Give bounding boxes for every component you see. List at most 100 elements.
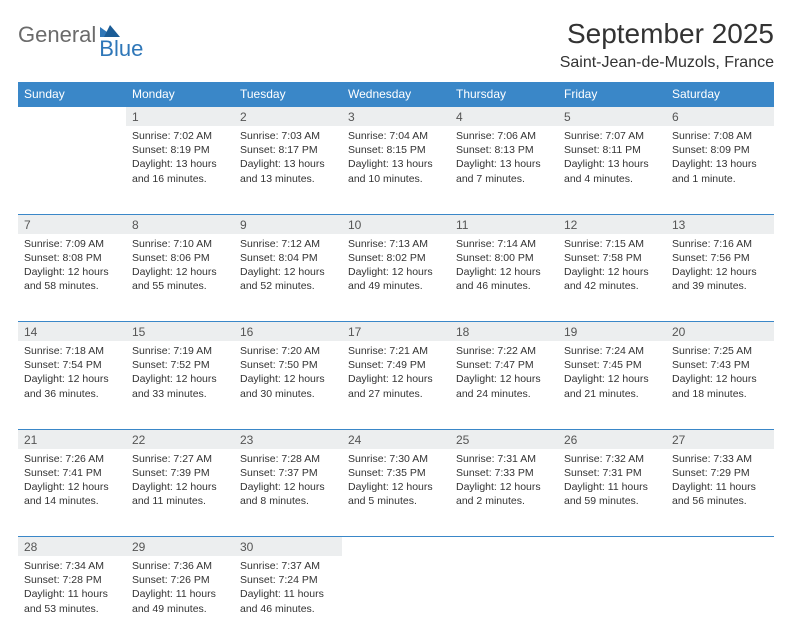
daylight-line: Daylight: 13 hours and 16 minutes. — [132, 157, 228, 185]
sunset-line: Sunset: 8:02 PM — [348, 251, 444, 265]
daylight-line: Daylight: 12 hours and 18 minutes. — [672, 372, 768, 400]
daylight-line: Daylight: 11 hours and 46 minutes. — [240, 587, 336, 615]
sunrise-line: Sunrise: 7:10 AM — [132, 237, 228, 251]
day-number-cell: 19 — [558, 322, 666, 342]
day-number-cell: 5 — [558, 107, 666, 127]
day-content-row: Sunrise: 7:18 AMSunset: 7:54 PMDaylight:… — [18, 341, 774, 429]
sunrise-line: Sunrise: 7:24 AM — [564, 344, 660, 358]
day-content-cell — [342, 556, 450, 644]
day-content-cell — [450, 556, 558, 644]
day-content-cell: Sunrise: 7:07 AMSunset: 8:11 PMDaylight:… — [558, 126, 666, 214]
day-number-cell: 20 — [666, 322, 774, 342]
day-number-cell — [450, 537, 558, 557]
sunset-line: Sunset: 7:45 PM — [564, 358, 660, 372]
sunrise-line: Sunrise: 7:04 AM — [348, 129, 444, 143]
day-content-cell: Sunrise: 7:34 AMSunset: 7:28 PMDaylight:… — [18, 556, 126, 644]
sunrise-line: Sunrise: 7:22 AM — [456, 344, 552, 358]
day-content-cell — [666, 556, 774, 644]
sunset-line: Sunset: 7:52 PM — [132, 358, 228, 372]
day-content-cell: Sunrise: 7:25 AMSunset: 7:43 PMDaylight:… — [666, 341, 774, 429]
daylight-line: Daylight: 11 hours and 56 minutes. — [672, 480, 768, 508]
sunset-line: Sunset: 8:15 PM — [348, 143, 444, 157]
day-content-cell: Sunrise: 7:03 AMSunset: 8:17 PMDaylight:… — [234, 126, 342, 214]
sunrise-line: Sunrise: 7:12 AM — [240, 237, 336, 251]
daylight-line: Daylight: 12 hours and 42 minutes. — [564, 265, 660, 293]
day-number-cell: 15 — [126, 322, 234, 342]
day-number-cell — [558, 537, 666, 557]
day-content-cell: Sunrise: 7:09 AMSunset: 8:08 PMDaylight:… — [18, 234, 126, 322]
sunset-line: Sunset: 8:08 PM — [24, 251, 120, 265]
day-number-cell: 29 — [126, 537, 234, 557]
logo-text-general: General — [18, 22, 96, 48]
sunset-line: Sunset: 7:35 PM — [348, 466, 444, 480]
daylight-line: Daylight: 12 hours and 5 minutes. — [348, 480, 444, 508]
daylight-line: Daylight: 12 hours and 30 minutes. — [240, 372, 336, 400]
sunset-line: Sunset: 7:28 PM — [24, 573, 120, 587]
day-number-cell — [342, 537, 450, 557]
daylight-line: Daylight: 12 hours and 2 minutes. — [456, 480, 552, 508]
calendar-table: SundayMondayTuesdayWednesdayThursdayFrid… — [18, 82, 774, 644]
day-content-cell: Sunrise: 7:04 AMSunset: 8:15 PMDaylight:… — [342, 126, 450, 214]
daylight-line: Daylight: 12 hours and 55 minutes. — [132, 265, 228, 293]
day-number-cell: 18 — [450, 322, 558, 342]
daylight-line: Daylight: 12 hours and 8 minutes. — [240, 480, 336, 508]
daylight-line: Daylight: 12 hours and 33 minutes. — [132, 372, 228, 400]
day-content-cell: Sunrise: 7:18 AMSunset: 7:54 PMDaylight:… — [18, 341, 126, 429]
sunset-line: Sunset: 7:47 PM — [456, 358, 552, 372]
sunrise-line: Sunrise: 7:21 AM — [348, 344, 444, 358]
day-number-cell: 23 — [234, 429, 342, 449]
day-number-cell: 21 — [18, 429, 126, 449]
sunrise-line: Sunrise: 7:15 AM — [564, 237, 660, 251]
sunset-line: Sunset: 7:43 PM — [672, 358, 768, 372]
sunrise-line: Sunrise: 7:02 AM — [132, 129, 228, 143]
sunrise-line: Sunrise: 7:33 AM — [672, 452, 768, 466]
day-number-cell: 6 — [666, 107, 774, 127]
day-content-cell: Sunrise: 7:10 AMSunset: 8:06 PMDaylight:… — [126, 234, 234, 322]
sunrise-line: Sunrise: 7:20 AM — [240, 344, 336, 358]
daylight-line: Daylight: 12 hours and 58 minutes. — [24, 265, 120, 293]
day-number-cell — [18, 107, 126, 127]
day-content-cell: Sunrise: 7:37 AMSunset: 7:24 PMDaylight:… — [234, 556, 342, 644]
location: Saint-Jean-de-Muzols, France — [560, 54, 774, 72]
daylight-line: Daylight: 11 hours and 59 minutes. — [564, 480, 660, 508]
sunset-line: Sunset: 7:29 PM — [672, 466, 768, 480]
sunrise-line: Sunrise: 7:28 AM — [240, 452, 336, 466]
sunrise-line: Sunrise: 7:36 AM — [132, 559, 228, 573]
day-content-cell: Sunrise: 7:12 AMSunset: 8:04 PMDaylight:… — [234, 234, 342, 322]
sunset-line: Sunset: 8:00 PM — [456, 251, 552, 265]
sunset-line: Sunset: 7:41 PM — [24, 466, 120, 480]
sunrise-line: Sunrise: 7:26 AM — [24, 452, 120, 466]
daylight-line: Daylight: 11 hours and 49 minutes. — [132, 587, 228, 615]
day-number-cell: 11 — [450, 214, 558, 234]
day-content-cell: Sunrise: 7:06 AMSunset: 8:13 PMDaylight:… — [450, 126, 558, 214]
sunset-line: Sunset: 7:33 PM — [456, 466, 552, 480]
day-number-cell: 8 — [126, 214, 234, 234]
weekday-header-cell: Thursday — [450, 82, 558, 107]
day-content-cell: Sunrise: 7:15 AMSunset: 7:58 PMDaylight:… — [558, 234, 666, 322]
sunrise-line: Sunrise: 7:03 AM — [240, 129, 336, 143]
sunset-line: Sunset: 8:06 PM — [132, 251, 228, 265]
sunset-line: Sunset: 8:04 PM — [240, 251, 336, 265]
day-content-cell: Sunrise: 7:31 AMSunset: 7:33 PMDaylight:… — [450, 449, 558, 537]
daylight-line: Daylight: 12 hours and 46 minutes. — [456, 265, 552, 293]
weekday-header-cell: Saturday — [666, 82, 774, 107]
day-number-row: 14151617181920 — [18, 322, 774, 342]
day-content-cell: Sunrise: 7:21 AMSunset: 7:49 PMDaylight:… — [342, 341, 450, 429]
day-number-cell — [666, 537, 774, 557]
sunset-line: Sunset: 7:37 PM — [240, 466, 336, 480]
daylight-line: Daylight: 12 hours and 52 minutes. — [240, 265, 336, 293]
day-number-cell: 22 — [126, 429, 234, 449]
daylight-line: Daylight: 13 hours and 13 minutes. — [240, 157, 336, 185]
sunrise-line: Sunrise: 7:13 AM — [348, 237, 444, 251]
day-content-row: Sunrise: 7:26 AMSunset: 7:41 PM Daylight:… — [18, 449, 774, 537]
daylight-line: Daylight: 13 hours and 7 minutes. — [456, 157, 552, 185]
day-number-row: 78910111213 — [18, 214, 774, 234]
sunset-line: Sunset: 7:24 PM — [240, 573, 336, 587]
day-number-cell: 4 — [450, 107, 558, 127]
sunset-line: Sunset: 8:11 PM — [564, 143, 660, 157]
day-content-cell: Sunrise: 7:33 AMSunset: 7:29 PMDaylight:… — [666, 449, 774, 537]
day-content-row: Sunrise: 7:09 AMSunset: 8:08 PMDaylight:… — [18, 234, 774, 322]
weekday-header-cell: Tuesday — [234, 82, 342, 107]
sunrise-line: Sunrise: 7:34 AM — [24, 559, 120, 573]
sunset-line: Sunset: 7:31 PM — [564, 466, 660, 480]
